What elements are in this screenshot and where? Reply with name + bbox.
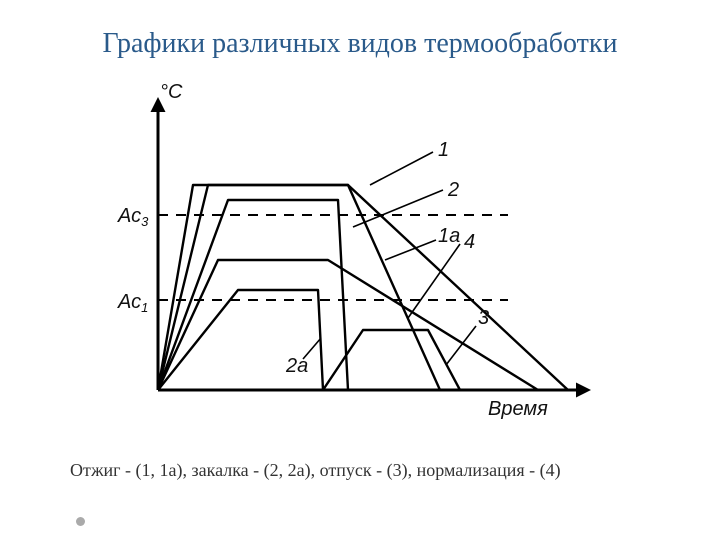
curve3 [323, 330, 460, 390]
leader-l3 [446, 326, 476, 365]
decorative-bullet-icon [76, 517, 85, 526]
chart-svg: °С Время Ас3 Ас1 1 2 1а4 2а 3 [98, 80, 598, 430]
curve-label-c1: 1 [438, 139, 449, 161]
curve-label-c2: 2 [447, 179, 459, 201]
label-ac1: Ас1 [117, 291, 148, 315]
x-axis-label: Время [488, 398, 548, 420]
heat-treatment-chart: °С Время Ас3 Ас1 1 2 1а4 2а 3 [98, 80, 598, 430]
curve-label-c1a: 1а [438, 225, 460, 247]
chart-caption: Отжиг - (1, 1а), закалка - (2, 2а), отпу… [70, 460, 650, 481]
y-axis-label: °С [160, 81, 183, 103]
leader-l2 [353, 190, 443, 227]
leader-l1 [370, 152, 433, 185]
page-title: Графики различных видов термообработки [0, 28, 720, 60]
curve-label-c3: 3 [478, 307, 489, 329]
slide-root: Графики различных видов термообработки °… [0, 0, 720, 540]
curve-label-c4: 4 [464, 231, 475, 253]
label-ac3: Ас3 [117, 205, 149, 229]
curve-label-c2a: 2а [285, 355, 308, 377]
